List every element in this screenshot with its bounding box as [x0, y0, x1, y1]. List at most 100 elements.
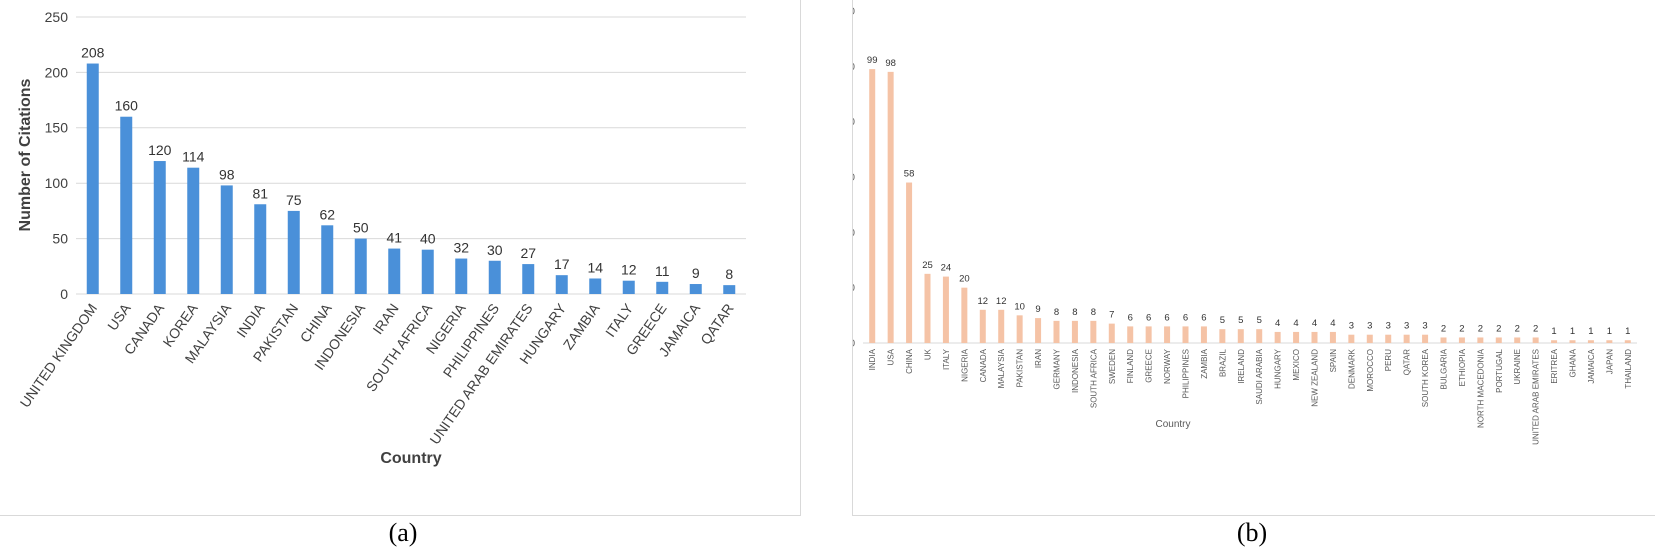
bar — [1532, 337, 1539, 343]
data-label: 160 — [115, 98, 139, 114]
bar — [1624, 340, 1631, 343]
data-label: 1 — [1625, 326, 1630, 337]
y-tick-label: 250 — [45, 9, 69, 25]
data-label: 6 — [1164, 312, 1169, 323]
category-label: UK — [924, 348, 933, 360]
bar — [1551, 340, 1558, 343]
data-label: 41 — [386, 230, 402, 246]
bar — [1256, 329, 1263, 343]
category-label: IRAN — [369, 301, 401, 338]
bar — [1403, 334, 1410, 343]
data-label: 4 — [1293, 318, 1298, 329]
data-label: 8 — [725, 266, 733, 282]
category-label: SWEDEN — [1108, 349, 1117, 384]
category-label: SOUTH KOREA — [1421, 348, 1430, 407]
data-label: 14 — [587, 259, 603, 275]
category-label: BULGARIA — [1440, 348, 1449, 389]
y-tick-label: 80 — [853, 117, 855, 128]
category-label: USA — [104, 300, 134, 333]
y-tick-label: 40 — [853, 228, 855, 239]
bar — [869, 69, 876, 343]
bar — [1514, 337, 1521, 343]
bar — [555, 275, 568, 294]
category-label: UKRAINE — [1513, 349, 1522, 385]
bar — [522, 264, 535, 294]
category-label: INDIA — [868, 348, 877, 370]
data-label: 98 — [219, 166, 235, 182]
data-label: 1 — [1551, 326, 1556, 337]
category-label: NIGERIA — [960, 348, 969, 382]
bar — [998, 309, 1005, 343]
data-label: 208 — [81, 45, 105, 61]
bar — [906, 182, 913, 343]
category-label: ITALY — [942, 348, 951, 370]
bar — [1237, 329, 1244, 343]
data-label: 62 — [319, 206, 335, 222]
category-label: QATAR — [697, 301, 737, 348]
bar — [1477, 337, 1484, 343]
data-label: 7 — [1109, 310, 1114, 321]
category-label: IRELAND — [1237, 349, 1246, 384]
chart-b: 02040608010012099INDIA98USA58CHINA25UK24… — [853, 7, 1637, 445]
data-label: 75 — [286, 192, 302, 208]
data-label: 9 — [692, 265, 700, 281]
category-label: JAMAICA — [1587, 348, 1596, 383]
bar — [1035, 318, 1042, 343]
y-tick-label: 100 — [45, 175, 69, 191]
data-label: 81 — [252, 185, 268, 201]
bar — [1569, 340, 1576, 343]
bar — [1366, 334, 1373, 343]
data-label: 99 — [867, 55, 878, 66]
data-label: 24 — [941, 263, 952, 274]
data-label: 30 — [487, 242, 503, 258]
data-label: 1 — [1570, 326, 1575, 337]
y-tick-label: 120 — [853, 7, 855, 18]
x-axis-title: Country — [1155, 419, 1190, 430]
bar — [388, 248, 401, 294]
y-tick-label: 50 — [52, 231, 68, 247]
category-label: BRAZIL — [1218, 348, 1227, 377]
bar — [622, 280, 635, 294]
category-label: MEXICO — [1292, 349, 1301, 381]
category-label: SOUTH AFRICA — [1089, 348, 1098, 408]
bar — [220, 185, 233, 294]
bar — [1090, 320, 1097, 343]
bar — [1108, 323, 1115, 343]
y-tick-label: 60 — [853, 173, 855, 184]
data-label: 3 — [1422, 321, 1427, 332]
data-label: 40 — [420, 231, 436, 247]
y-tick-label: 100 — [853, 62, 855, 73]
data-label: 6 — [1201, 312, 1206, 323]
data-label: 4 — [1275, 318, 1280, 329]
data-label: 2 — [1478, 323, 1483, 334]
bar — [455, 258, 468, 294]
data-label: 8 — [1072, 307, 1077, 318]
data-label: 9 — [1035, 304, 1040, 315]
bar — [1016, 315, 1023, 343]
bar — [1495, 337, 1502, 343]
bar — [689, 284, 702, 294]
bar — [1587, 340, 1594, 343]
bar — [887, 71, 894, 343]
bar — [488, 260, 501, 294]
data-label: 4 — [1312, 318, 1317, 329]
category-label: MALAYSIA — [997, 348, 1006, 388]
bar — [321, 225, 334, 294]
bar — [1293, 331, 1300, 343]
bar — [1329, 331, 1336, 343]
category-label: THAILAND — [1624, 349, 1633, 389]
data-label: 120 — [148, 142, 172, 158]
bar — [979, 309, 986, 343]
category-label: SAUDI ARABIA — [1255, 348, 1264, 404]
data-label: 3 — [1367, 321, 1372, 332]
category-label: PAKISTAN — [1016, 349, 1025, 388]
category-label: MOROCCO — [1366, 349, 1375, 392]
category-label: DENMARK — [1347, 348, 1356, 389]
category-label: ITALY — [602, 300, 637, 340]
category-label: USA — [887, 348, 896, 365]
data-label: 3 — [1386, 321, 1391, 332]
category-label: NORTH MACEDONIA — [1476, 348, 1485, 428]
bar — [1606, 340, 1613, 343]
bar — [942, 276, 949, 343]
caption-b: (b) — [1236, 518, 1268, 547]
